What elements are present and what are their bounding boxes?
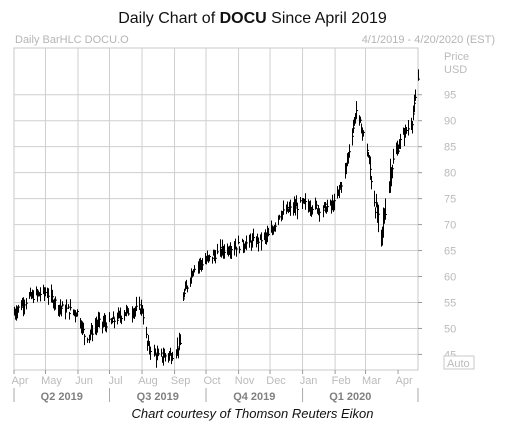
x-tick-label: May xyxy=(41,375,62,387)
price-bars xyxy=(14,69,420,368)
y-tick-label: 70 xyxy=(444,220,456,232)
chart-caption: Chart courtesy of Thomson Reuters Eikon xyxy=(131,406,374,421)
plot-area xyxy=(13,47,419,371)
x-tick-label: Apr xyxy=(11,375,28,387)
y-tick-label: 60 xyxy=(444,272,456,284)
x-tick-label: Sep xyxy=(171,375,191,387)
x-tick-label: Feb xyxy=(332,375,351,387)
x-tick-label: Mar xyxy=(362,375,381,387)
y-tick-label: 50 xyxy=(444,323,456,335)
x-tick-label: Jul xyxy=(108,375,122,387)
chart-subtitle-left: Daily BarHLC DOCU.O xyxy=(15,34,129,46)
y-tick-label: 80 xyxy=(444,168,456,180)
y-tick-label: 95 xyxy=(444,90,456,102)
quarter-label: Q1 2020 xyxy=(329,391,371,403)
y-tick-label: 75 xyxy=(444,194,456,206)
y-tick-label: 90 xyxy=(444,116,456,128)
auto-scale-label: Auto xyxy=(447,358,470,370)
y-tick-label: 85 xyxy=(444,142,456,154)
x-tick-label: Nov xyxy=(235,375,255,387)
chart-date-range: 4/1/2019 - 4/20/2020 (EST) xyxy=(361,34,495,46)
chart-title: Daily Chart of DOCU Since April 2019 xyxy=(0,10,505,28)
x-tick-label: Apr xyxy=(395,375,412,387)
x-tick-label: Jun xyxy=(75,375,93,387)
quarter-label: Q4 2019 xyxy=(233,391,275,403)
title-suffix: Since April 2019 xyxy=(266,10,387,27)
x-tick-label: Oct xyxy=(203,375,220,387)
quarter-label: Q3 2019 xyxy=(137,391,179,403)
y-tick-label: 55 xyxy=(444,297,456,309)
title-prefix: Daily Chart of xyxy=(118,10,220,27)
y-axis-title: Price xyxy=(444,51,469,63)
y-tick-label: 65 xyxy=(444,246,456,258)
x-tick-label: Jan xyxy=(300,375,318,387)
auto-scale-button xyxy=(443,355,475,370)
x-tick-label: Aug xyxy=(138,375,158,387)
y-axis-title: USD xyxy=(444,64,467,76)
x-tick-label: Dec xyxy=(266,375,286,387)
quarter-label: Q2 2019 xyxy=(41,391,83,403)
title-symbol: DOCU xyxy=(219,10,267,27)
